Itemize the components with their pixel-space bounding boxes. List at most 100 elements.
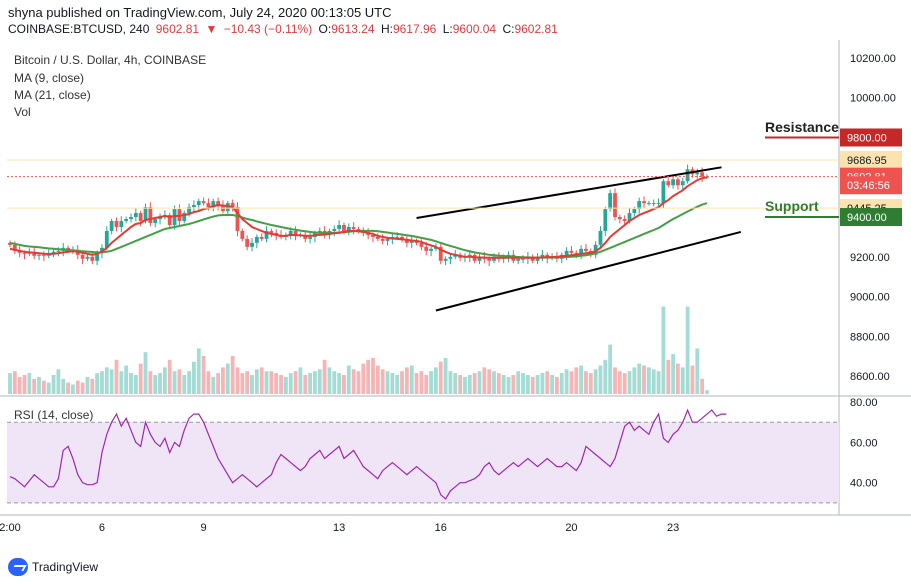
volume-bar: [375, 365, 380, 394]
candle-body: [419, 242, 424, 247]
volume-bar: [308, 373, 312, 394]
candle-body: [564, 250, 569, 255]
volume-bar: [525, 375, 530, 394]
volume-bar: [342, 375, 346, 394]
volume-bar: [32, 378, 37, 394]
volume-bar: [46, 382, 51, 394]
price-tag: [840, 128, 902, 147]
volume-bar: [390, 373, 395, 394]
candle-body: [138, 213, 143, 222]
low-label: L:: [442, 22, 453, 36]
time-tick-label: 20: [565, 522, 577, 534]
candle-body: [167, 215, 172, 225]
volume-bar: [313, 371, 317, 394]
tradingview-logo[interactable]: TradingView: [8, 558, 98, 576]
volume-bar: [521, 373, 525, 394]
candle-body: [158, 217, 162, 220]
candle-body: [429, 248, 433, 251]
last-price: 9602.81: [155, 22, 200, 36]
publish-info: shyna published on TradingView.com, July…: [8, 5, 392, 20]
legend-rsi[interactable]: RSI (14, close): [14, 408, 94, 422]
candle-body: [671, 179, 675, 186]
volume-bar: [104, 367, 109, 394]
candle-body: [598, 230, 603, 245]
price-chart[interactable]: 8600.008800.009000.009200.009400.009600.…: [0, 40, 911, 555]
candle-body: [351, 226, 356, 229]
open-value: 9613.24: [331, 22, 375, 36]
volume-bar: [516, 371, 521, 394]
volume-bar: [124, 365, 129, 394]
volume-bar: [690, 365, 695, 394]
price-tick-label: 9000.00: [850, 292, 890, 304]
volume-bar: [177, 369, 182, 394]
volume-bar: [114, 359, 119, 394]
candle-body: [424, 246, 429, 251]
candle-body: [448, 256, 453, 259]
volume-bar: [95, 373, 100, 394]
volume-bar: [279, 375, 283, 394]
volume-bar: [584, 371, 588, 394]
candle-body: [617, 217, 622, 220]
volume-bar: [133, 375, 138, 394]
volume-bar: [598, 365, 603, 394]
close-value: 9602.81: [514, 22, 558, 36]
volume-bar: [158, 373, 162, 394]
candle-body: [95, 252, 100, 261]
volume-bar: [492, 371, 496, 394]
volume-bar: [434, 367, 438, 394]
volume-bar: [404, 367, 409, 394]
price-tick-label: 9200.00: [850, 252, 890, 264]
candle-body: [216, 201, 221, 206]
volume-bar: [196, 348, 201, 394]
volume-bar: [579, 365, 584, 394]
legend-ma21[interactable]: MA (21, close): [14, 88, 91, 102]
volume-bar: [327, 367, 332, 394]
volume-bar: [274, 373, 279, 394]
volume-bar: [162, 367, 167, 394]
candle-body: [124, 219, 129, 222]
volume-bar: [12, 371, 17, 394]
candle-body: [206, 203, 211, 208]
volume-bar: [182, 375, 187, 394]
volume-bar: [555, 376, 559, 394]
volume-bar: [569, 371, 574, 394]
candle-body: [656, 203, 661, 205]
candle-body: [380, 238, 385, 241]
volume-bar: [467, 375, 472, 394]
volume-bar: [22, 375, 27, 394]
price-tick-label: 10200.00: [850, 53, 896, 65]
legend-volume[interactable]: Vol: [14, 105, 31, 119]
volume-bar: [351, 369, 356, 394]
volume-bar: [346, 365, 351, 394]
volume-bar: [656, 371, 661, 394]
volume-bar: [167, 359, 172, 394]
price-change: −10.43 (−0.11%): [223, 22, 313, 36]
candle-body: [569, 250, 574, 253]
chart-title: Bitcoin / U.S. Dollar, 4h, COINBASE: [14, 53, 207, 67]
high-label: H:: [380, 22, 393, 36]
candle-body: [371, 234, 375, 237]
candle-body: [646, 203, 651, 205]
volume-bar: [298, 367, 303, 394]
volume-bar: [646, 367, 651, 394]
candle-body: [443, 258, 448, 261]
symbol-label[interactable]: COINBASE:BTCUSD, 240: [8, 22, 150, 36]
volume-bar: [627, 371, 632, 394]
volume-bar: [225, 363, 230, 394]
volume-bar: [559, 373, 564, 394]
volume-bar: [337, 373, 342, 394]
volume-bar: [143, 352, 148, 394]
volume-bar: [264, 371, 269, 394]
rsi-line: [9, 408, 727, 500]
volume-bar: [385, 371, 390, 394]
resistance-label: Resistance: [765, 119, 839, 135]
volume-bar: [85, 376, 90, 394]
legend-ma9[interactable]: MA (9, close): [14, 71, 85, 85]
volume-bar: [438, 361, 443, 394]
candle-body: [593, 244, 598, 255]
volume-bar: [419, 371, 424, 394]
candle-body: [133, 213, 138, 218]
high-value: 9617.96: [392, 22, 437, 36]
volume-bar: [448, 371, 453, 394]
candle-body: [695, 172, 700, 175]
